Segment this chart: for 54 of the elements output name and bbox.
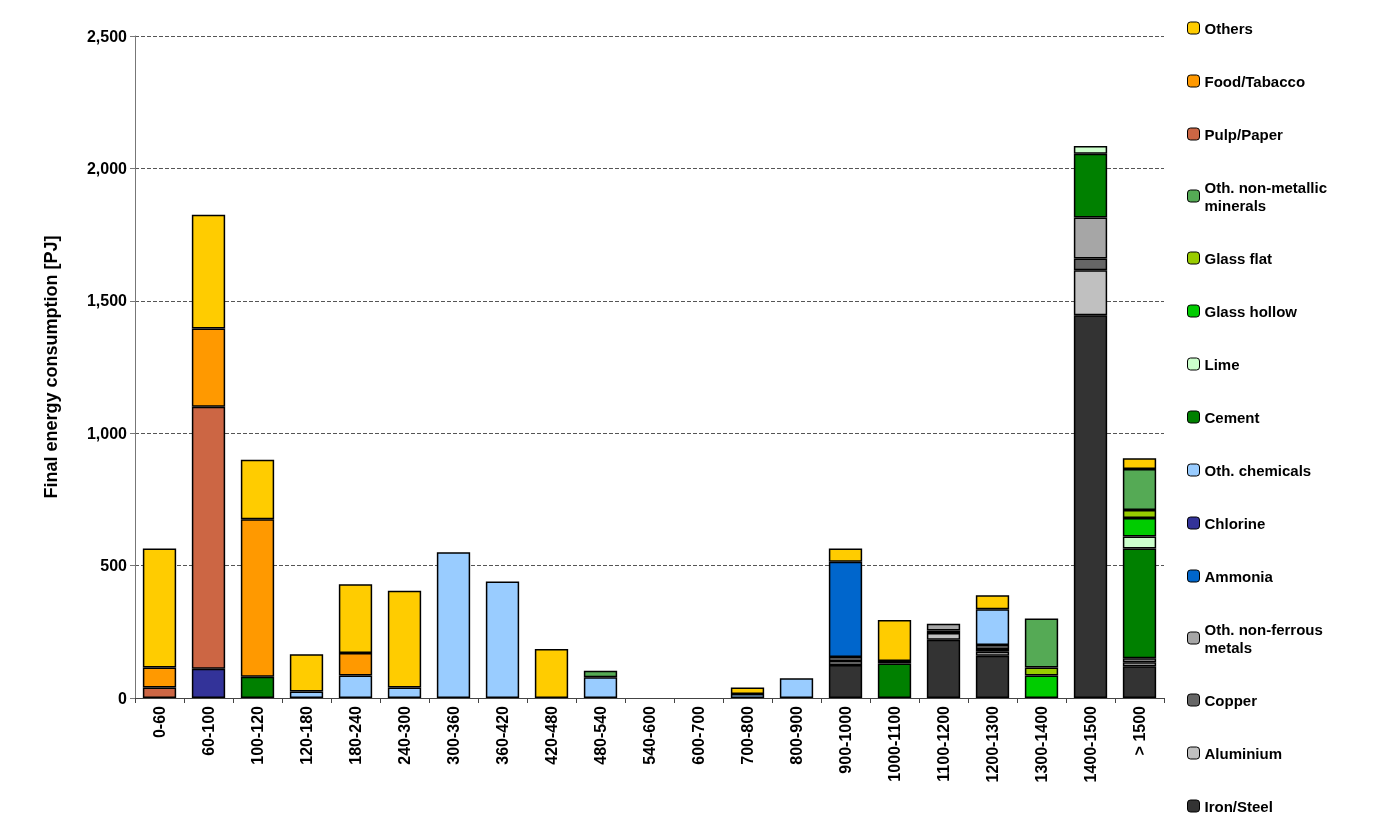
bar: [926, 623, 961, 631]
bar: [877, 619, 912, 661]
y-tick-label: 500: [100, 557, 128, 575]
x-tick-label: 1000-1100: [886, 705, 903, 782]
bar: [779, 678, 814, 698]
x-tick-label: 900-1000: [837, 705, 854, 774]
legend-label: Iron/Steel: [1204, 797, 1273, 815]
legend-label: Copper: [1204, 691, 1258, 709]
x-tick-label: 1100-1200: [935, 705, 952, 782]
x-tick-label: 480-540: [592, 705, 609, 765]
x-tick-label: 0-60: [151, 705, 168, 739]
x-tick-label: > 1500: [1131, 705, 1148, 756]
bar: [877, 663, 912, 698]
legend-label: Aluminium: [1204, 744, 1282, 762]
x-tick-label: 60-100: [200, 705, 217, 756]
legend-label: Glass hollow: [1204, 302, 1298, 320]
legend-label: Pulp/Paper: [1204, 125, 1284, 143]
x-tick-label: 800-900: [788, 705, 805, 765]
x-tick-label: 240-300: [396, 705, 413, 765]
legend-label: Ammonia: [1204, 567, 1274, 585]
bar: [828, 664, 863, 698]
y-tick-label: 2,000: [86, 159, 128, 177]
y-tick-label: 1,000: [86, 424, 128, 442]
legend-label: Oth. chemicals: [1204, 461, 1312, 479]
bar: [436, 552, 471, 698]
legend-label: Chlorine: [1204, 514, 1266, 532]
legend-label: Cement: [1204, 408, 1260, 426]
legend-label: Others: [1204, 19, 1253, 37]
x-tick-label: 1400-1500: [1082, 705, 1099, 783]
y-tick-label: 2,500: [86, 27, 128, 45]
legend-label: Glass flat: [1204, 249, 1273, 267]
legend-label: Oth. non-metallic minerals: [1204, 178, 1332, 214]
legend-label: Lime: [1204, 355, 1240, 373]
bar: [534, 649, 569, 698]
bar: [1122, 666, 1157, 698]
bar: [730, 687, 765, 695]
y-axis-title: Final energy consumption [PJ]: [41, 235, 61, 499]
y-tick-label: 1,500: [86, 292, 128, 310]
x-tick-label: 360-420: [494, 705, 511, 765]
bar: [975, 655, 1010, 698]
x-tick-label: 120-180: [298, 705, 315, 765]
x-tick-label: 600-700: [690, 705, 707, 765]
legend-label: Oth. non-ferrous metals: [1204, 620, 1327, 656]
x-tick-label: 420-480: [543, 705, 560, 765]
x-tick-label: 180-240: [347, 705, 364, 765]
legend-label: Food/Tabacco: [1204, 72, 1306, 90]
y-tick-label: 0: [118, 689, 128, 707]
x-tick-label: 700-800: [739, 705, 756, 765]
x-tick-label: 540-600: [641, 705, 658, 765]
x-tick-label: 100-120: [249, 705, 266, 765]
x-tick-label: 1200-1300: [984, 705, 1001, 783]
bar: [485, 581, 520, 698]
x-tick-label: 300-360: [445, 705, 462, 765]
x-tick-label: 1300-1400: [1033, 705, 1050, 783]
